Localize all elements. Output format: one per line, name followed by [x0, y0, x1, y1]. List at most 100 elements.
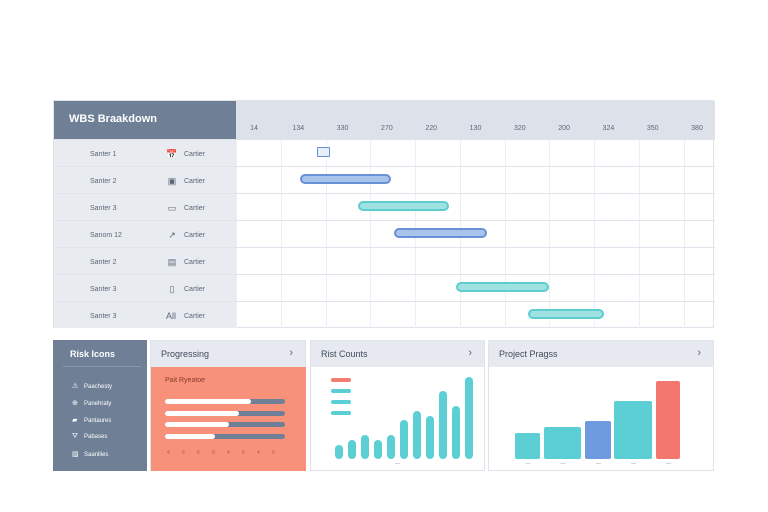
- risk-count-bar[interactable]: [439, 391, 447, 459]
- timeline-tick: 350: [646, 125, 659, 132]
- gantt-row[interactable]: Santer 2 ▣ Cartier: [54, 166, 715, 193]
- axis-tick: 6: [197, 450, 200, 456]
- gantt-header: WBS Braakdown 14 134 330 270 220 130 320 200 324…: [54, 101, 715, 139]
- project-progress-bar[interactable]: [614, 401, 652, 459]
- task-name: Santer 3: [90, 286, 117, 293]
- progress-fill: [165, 433, 216, 439]
- risk-item[interactable]: ⊕ Panehraty: [72, 399, 111, 407]
- gridline: [280, 139, 282, 328]
- risk-item[interactable]: ⚠ Paachesty: [72, 382, 112, 390]
- milestone-marker[interactable]: [317, 147, 331, 157]
- project-progress-bar[interactable]: [656, 381, 680, 459]
- card-header: Rist Counts ›: [311, 341, 484, 367]
- legend-swatch: [331, 400, 351, 404]
- gridline: [683, 139, 685, 328]
- risk-count-bar[interactable]: [335, 444, 343, 459]
- risk-count-bar[interactable]: [348, 439, 356, 459]
- project-progress-card: Project Pragss › — — — — —: [488, 340, 714, 471]
- gantt-row[interactable]: Santer 3 All Cartier: [54, 301, 715, 328]
- risk-panel-title: Risk Icons: [70, 349, 116, 359]
- risk-count-bar[interactable]: [413, 410, 421, 459]
- risk-item[interactable]: ▨ Saanllies: [72, 450, 108, 458]
- task-name: Santer 2: [90, 178, 117, 185]
- card-header: Progressing ›: [151, 341, 305, 367]
- divider: [63, 366, 141, 367]
- timeline-tick: 130: [469, 125, 482, 132]
- timeline-tick: 220: [425, 125, 438, 132]
- axis-tick: 4: [227, 450, 230, 456]
- risk-counts-card: Rist Counts › —: [310, 340, 485, 471]
- gridline: [236, 139, 237, 328]
- card-icon: ▰: [72, 417, 78, 424]
- project-progress-bar[interactable]: [544, 427, 581, 459]
- card-title: Project Pragss: [499, 349, 558, 359]
- image-icon: ▭: [167, 203, 177, 213]
- timeline-tick: 200: [558, 125, 570, 132]
- task-name: Santer 3: [90, 205, 117, 212]
- gantt-task-list: [54, 139, 236, 328]
- gridline: [370, 139, 372, 328]
- task-bar[interactable]: [528, 309, 605, 319]
- timeline-tick: 324: [602, 125, 615, 132]
- chevron-right-icon[interactable]: ›: [697, 347, 701, 359]
- risk-item[interactable]: ⛛ Pabases: [72, 433, 107, 441]
- task-owner: Cartier: [184, 205, 206, 212]
- project-progress-bar[interactable]: [515, 432, 540, 459]
- timeline-tick: 270: [381, 125, 393, 132]
- gridline: [638, 139, 640, 328]
- axis-tick: —: [596, 461, 601, 467]
- chevron-right-icon[interactable]: ›: [289, 347, 293, 359]
- gantt-row[interactable]: Santer 2 ▤ Cartier: [54, 247, 715, 274]
- axis-tick: 8: [212, 450, 215, 456]
- gantt-row[interactable]: Santer 1 📅 Cartier: [54, 139, 715, 166]
- timeline-tick: 380: [691, 125, 703, 132]
- axis-tick: 6: [272, 450, 275, 456]
- progress-fill: [165, 410, 240, 416]
- progress-track: [165, 433, 285, 439]
- task-owner: Cartier: [184, 313, 206, 320]
- task-name: Santer 1: [90, 151, 117, 158]
- gantt-row[interactable]: Santer 3 ▭ Cartier: [54, 193, 715, 220]
- axis-tick: —: [560, 461, 566, 467]
- task-bar[interactable]: [455, 282, 549, 292]
- axis-tick: —: [525, 461, 531, 467]
- risk-count-bar[interactable]: [387, 434, 395, 459]
- risk-count-bar[interactable]: [426, 415, 434, 459]
- risk-count-bar[interactable]: [374, 439, 382, 459]
- gridline: [549, 139, 551, 328]
- axis-tick: 4: [257, 450, 260, 456]
- chevron-right-icon[interactable]: ›: [468, 347, 472, 359]
- task-bar[interactable]: [393, 228, 487, 238]
- file-icon: ▯: [169, 284, 175, 294]
- task-name: Santer 2: [90, 259, 117, 266]
- risk-item-label: Paachesty: [84, 384, 113, 390]
- risk-item[interactable]: ▰ Pantaures: [72, 416, 111, 424]
- card-title: Progressing: [161, 349, 210, 359]
- project-progress-bar[interactable]: [585, 421, 611, 459]
- task-owner: Cartier: [184, 286, 206, 293]
- risk-count-bar[interactable]: [465, 377, 473, 459]
- grid-icon: ▤: [167, 257, 177, 267]
- axis-tick: 6: [242, 450, 245, 456]
- gantt-row[interactable]: Santer 3 ▯ Cartier: [54, 274, 715, 301]
- globe-icon: ⊕: [72, 400, 78, 407]
- task-owner: Cartier: [184, 151, 206, 158]
- gantt-row[interactable]: Sanom 12 ↗ Cartier: [54, 220, 715, 247]
- card-header: Project Pragss ›: [489, 341, 713, 367]
- all-label-icon: All: [166, 311, 177, 321]
- risk-count-bar[interactable]: [361, 434, 369, 459]
- filter-icon: ⛛: [72, 433, 78, 440]
- axis-tick: 6: [182, 450, 185, 456]
- axis-tick: —: [631, 461, 636, 467]
- gridline: [325, 139, 327, 328]
- task-bar[interactable]: [299, 174, 391, 184]
- box-icon: ▨: [72, 451, 79, 458]
- timeline-tick: 14: [250, 125, 258, 132]
- task-bar[interactable]: [357, 201, 449, 211]
- calendar-icon: 📅: [166, 149, 178, 159]
- timeline-tick: 320: [513, 125, 526, 132]
- risk-count-bar[interactable]: [400, 420, 408, 459]
- risk-count-bar[interactable]: [452, 405, 460, 459]
- legend-swatch: [331, 411, 351, 415]
- progress-body: Pait Ryeatoe 4 6 6 8 4 6 4 6: [151, 367, 306, 471]
